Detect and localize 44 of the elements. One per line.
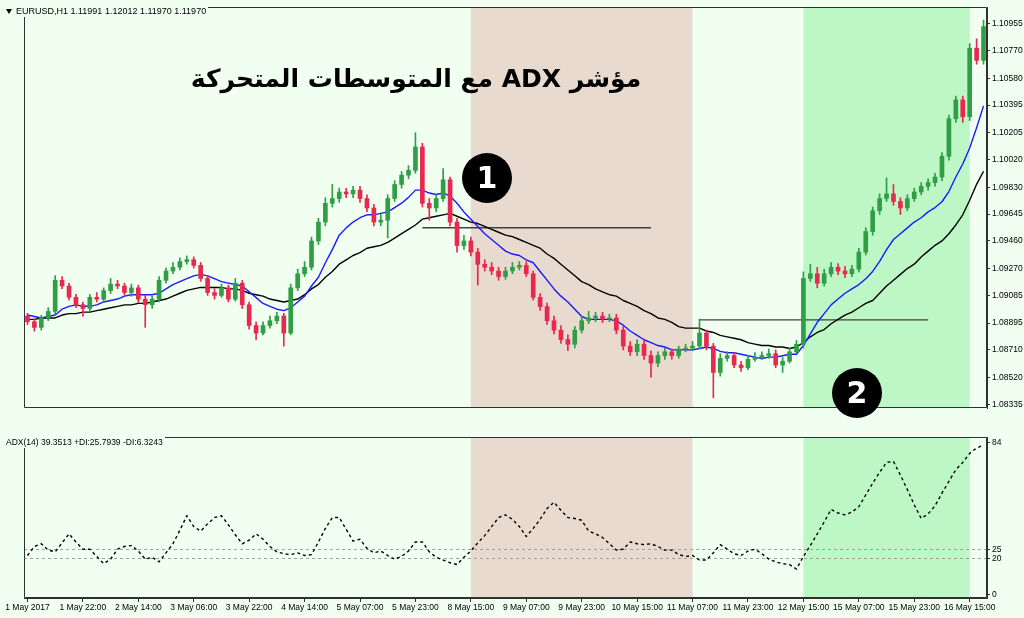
y-tick-label: 1.10955 — [992, 18, 1023, 29]
y-tick-label: 1.08520 — [992, 371, 1023, 382]
y-tick-label: 84 — [992, 436, 1002, 447]
x-tick-label: 5 May 23:00 — [392, 602, 440, 613]
candlestick — [426, 198, 432, 221]
number-badge: 1 — [462, 153, 512, 203]
y-tick-label: 1.09085 — [992, 289, 1023, 300]
x-tick-label: 4 May 14:00 — [281, 602, 329, 613]
x-tick-label: 15 May 07:00 — [833, 602, 885, 613]
chart-title: ADX(14) 39.3513 +DI:25.7939 -DI:6.3243 — [4, 437, 165, 448]
y-tick-label: 1.09645 — [992, 208, 1023, 219]
y-tick-label: 1.10580 — [992, 72, 1023, 83]
y-tick-label: 1.09270 — [992, 262, 1023, 273]
y-tick-label: 0 — [992, 588, 997, 599]
y-tick-label: 1.10395 — [992, 99, 1023, 110]
x-tick-label: 9 May 23:00 — [558, 602, 606, 613]
x-tick-label: 3 May 06:00 — [170, 602, 218, 613]
y-tick-label: 1.08335 — [992, 398, 1023, 409]
x-tick-label: 12 May 15:00 — [777, 602, 830, 613]
candlestick — [752, 352, 758, 362]
x-tick-label: 16 May 15:00 — [943, 602, 996, 613]
x-tick-label: 3 May 22:00 — [225, 602, 273, 613]
y-tick-label: 20 — [992, 552, 1002, 563]
chart-subtitle: EURUSD,H1 1.11991 1.12012 1.11970 1.11970 — [14, 6, 209, 17]
x-tick-label: 1 May 22:00 — [59, 602, 107, 613]
x-tick-label: 5 May 07:00 — [336, 602, 384, 613]
x-tick-label: 9 May 07:00 — [502, 602, 550, 613]
text: مؤشر ADX مع المتوسطات المتحركة — [190, 64, 642, 94]
x-tick-label: 11 May 07:00 — [667, 602, 719, 613]
x-tick-label: 2 May 14:00 — [114, 602, 162, 613]
y-tick-label: 1.08710 — [992, 344, 1023, 355]
y-tick-label: 1.09460 — [992, 235, 1023, 246]
y-tick-label: 1.10205 — [992, 127, 1023, 138]
y-tick-label: 1.10020 — [992, 153, 1023, 164]
y-tick-label: 1.09830 — [992, 181, 1023, 192]
y-tick-label: 1.10770 — [992, 45, 1023, 56]
x-tick-label: 10 May 15:00 — [611, 602, 664, 613]
y-tick-label: 25 — [992, 543, 1002, 554]
x-tick-label: 11 May 23:00 — [722, 602, 774, 613]
x-tick-label: 1 May 2017 — [5, 602, 50, 613]
x-tick-label: 8 May 15:00 — [447, 602, 495, 613]
candlestick — [142, 295, 148, 328]
y-tick-label: 1.08895 — [992, 317, 1023, 328]
x-tick-label: 15 May 23:00 — [888, 602, 941, 613]
